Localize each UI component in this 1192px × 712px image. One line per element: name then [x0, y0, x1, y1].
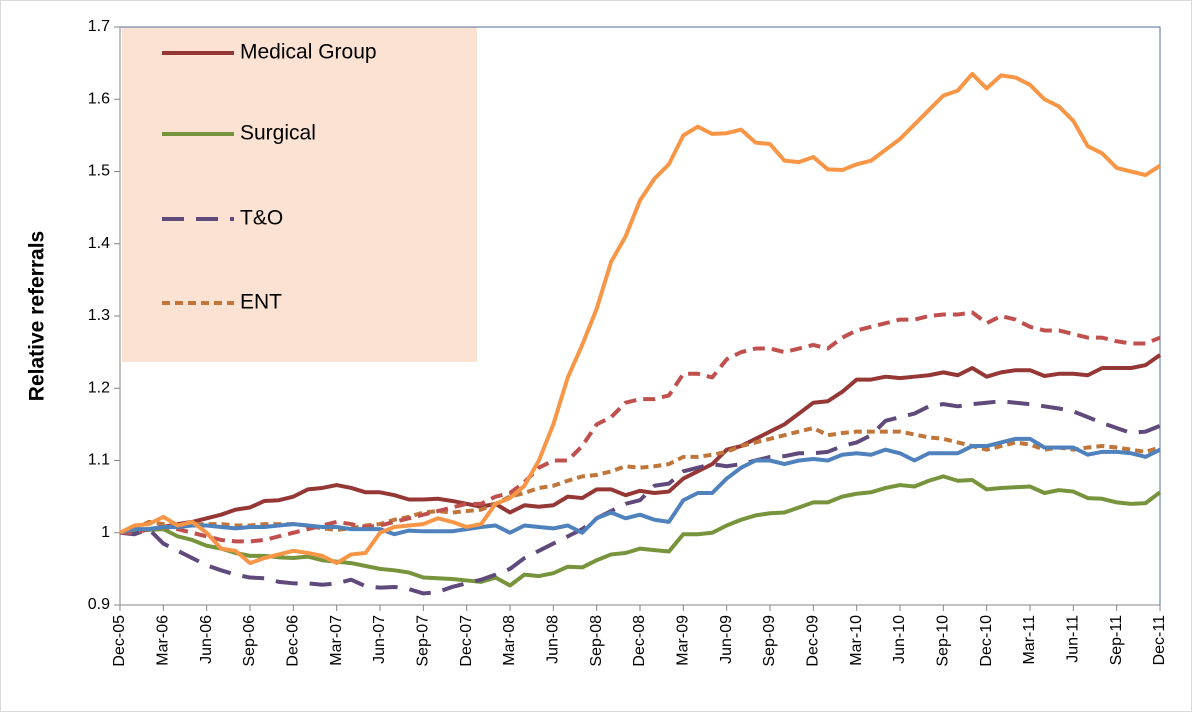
x-tick-label: Jun-10 — [891, 615, 908, 664]
x-tick-label: Mar-11 — [1021, 615, 1038, 665]
series-line — [119, 353, 1162, 535]
legend-label: ENT — [240, 291, 282, 314]
x-tick-label: Sep-10 — [935, 615, 952, 667]
x-tick-label: Mar-08 — [501, 615, 518, 666]
y-tick-label: 1.3 — [88, 307, 110, 324]
y-tick-label: 1 — [101, 524, 110, 541]
x-tick-label: Sep-07 — [415, 615, 432, 667]
x-tick-label: Dec-11 — [1151, 615, 1168, 665]
x-tick-label: Jun-07 — [371, 615, 388, 664]
y-tick-label: 1.4 — [88, 235, 110, 252]
y-axis-label: Relative referrals — [26, 231, 49, 401]
x-tick-label: Dec-05 — [111, 615, 128, 667]
series-line — [119, 71, 1162, 566]
x-tick-label: Mar-09 — [675, 615, 692, 666]
y-tick-label: 0.9 — [88, 596, 110, 613]
x-tick-label: Dec-09 — [805, 615, 822, 667]
x-tick-label: Sep-08 — [588, 615, 605, 667]
x-tick-label: Mar-07 — [328, 615, 345, 666]
x-tick-label: Sep-09 — [761, 615, 778, 667]
series-line — [119, 436, 1161, 537]
x-tick-label: Mar-10 — [848, 615, 865, 666]
x-tick-label: Jun-06 — [198, 615, 215, 664]
series-line — [119, 399, 1161, 596]
series-line — [120, 310, 1161, 544]
legend-label: Medical Group — [240, 41, 377, 64]
y-tick-label: 1.5 — [88, 163, 110, 180]
legend-label: Surgical — [240, 122, 316, 145]
x-tick-label: Jun-09 — [718, 615, 735, 664]
legend-box — [122, 27, 477, 362]
x-tick-label: Jun-11 — [1065, 615, 1082, 663]
x-tick-label: Jun-08 — [545, 615, 562, 664]
series-line — [119, 474, 1162, 588]
x-tick-label: Mar-06 — [155, 615, 172, 666]
y-tick-label: 1.6 — [88, 90, 110, 107]
x-tick-label: Sep-11 — [1108, 615, 1125, 666]
y-tick-label: 1.2 — [88, 379, 110, 396]
x-tick-label: Dec-10 — [978, 615, 995, 667]
y-tick-label: 1.1 — [88, 452, 110, 469]
y-tick-label: 1.7 — [88, 18, 110, 35]
x-tick-label: Dec-07 — [458, 615, 475, 667]
x-tick-label: Dec-06 — [285, 615, 302, 667]
legend-label: T&O — [240, 207, 283, 230]
x-tick-label: Sep-06 — [241, 615, 258, 667]
x-tick-label: Dec-08 — [631, 615, 648, 667]
